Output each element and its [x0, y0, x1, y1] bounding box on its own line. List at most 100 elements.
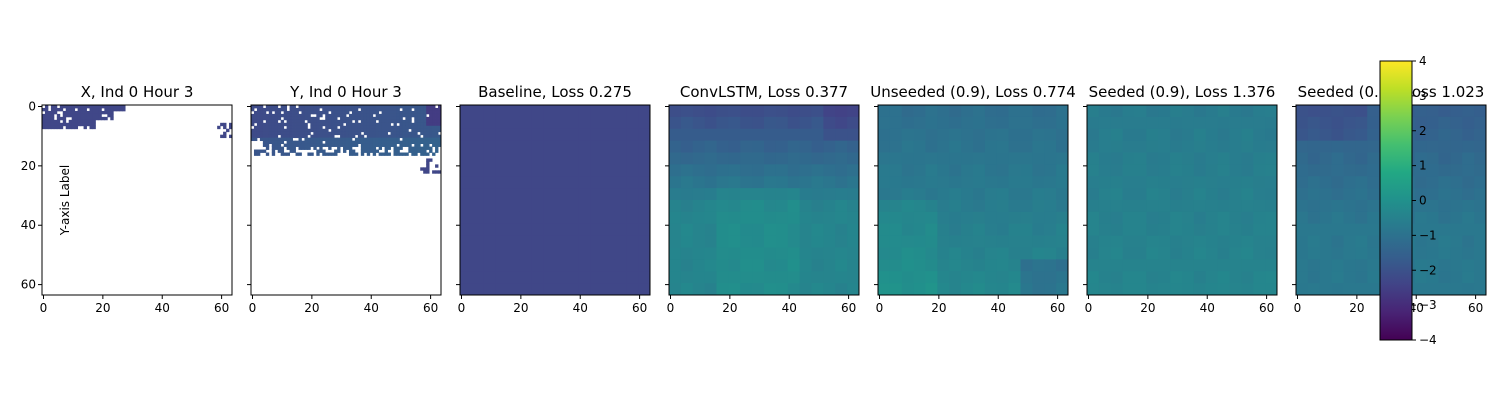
heatmap-cell [390, 110, 394, 115]
heatmap-cell [74, 105, 79, 109]
heatmap-cell [414, 134, 418, 139]
heatmap-cell [363, 131, 368, 136]
heatmap-cell [435, 110, 439, 115]
heatmap-cell [95, 105, 99, 109]
heatmap-cell [384, 105, 388, 109]
heatmap-cell [925, 188, 938, 201]
heatmap-cell [811, 235, 824, 248]
heatmap-cell [949, 152, 962, 165]
heatmap-cell [363, 119, 368, 124]
heatmap-cell [360, 137, 365, 142]
heatmap-cell [925, 200, 938, 213]
heatmap-cell [107, 113, 111, 118]
heatmap-cell [531, 152, 544, 165]
heatmap-cell [1087, 140, 1100, 153]
heatmap-cell [835, 259, 848, 272]
heatmap-cell [381, 105, 385, 109]
heatmap-cell [396, 146, 400, 150]
heatmap-cell [531, 235, 544, 248]
heatmap-cell [384, 116, 388, 121]
heatmap-cell [372, 128, 377, 133]
heatmap-cell [325, 116, 329, 121]
heatmap-cell [1032, 164, 1045, 177]
heatmap-cell [354, 131, 359, 136]
heatmap-cell [80, 110, 84, 115]
heatmap-cell [68, 105, 73, 109]
heatmap-cell [328, 116, 332, 121]
heatmap-cell [384, 149, 388, 153]
heatmap-cell [331, 105, 335, 109]
heatmap-cell [811, 188, 824, 201]
heatmap-cell [1343, 140, 1356, 153]
heatmap-cell [483, 152, 497, 165]
heatmap-cell [378, 146, 383, 150]
heatmap-cell [1426, 140, 1439, 153]
heatmap-cell [878, 188, 891, 201]
heatmap-cell [566, 105, 580, 118]
heatmap-cell [949, 235, 962, 248]
heatmap-cell [1020, 116, 1033, 130]
heatmap-cell [937, 176, 950, 189]
heatmap-cell [590, 223, 603, 237]
heatmap-cell [1205, 105, 1219, 118]
heatmap-cell [1343, 200, 1356, 213]
heatmap-cell [1044, 247, 1057, 260]
heatmap-cell [984, 152, 998, 165]
heatmap-cell [1462, 283, 1475, 296]
heatmap-cell [1146, 116, 1159, 130]
heatmap-cell [728, 176, 741, 189]
heatmap-cell [387, 107, 391, 112]
heatmap-cell [680, 223, 694, 237]
heatmap-cell [346, 116, 350, 121]
heatmap-cell [1217, 223, 1230, 237]
heatmap-cell [340, 110, 344, 115]
heatmap-cell [360, 152, 365, 156]
heatmap-cell [331, 116, 335, 121]
heatmap-cell [1217, 116, 1230, 130]
heatmap-cell [961, 128, 974, 142]
heatmap-cell [1087, 105, 1100, 118]
heatmap-cell [669, 235, 682, 248]
heatmap-cell [669, 200, 682, 213]
heatmap-cell [1020, 235, 1033, 248]
heatmap-cell [1205, 200, 1219, 213]
heatmap-cell [1217, 128, 1230, 142]
heatmap-cell [86, 110, 90, 115]
heatmap-cell [1205, 188, 1219, 201]
heatmap-cell [116, 105, 120, 109]
heatmap-cell [811, 247, 824, 260]
heatmap-cell [348, 140, 353, 144]
heatmap-cell [1253, 140, 1266, 153]
heatmap-cell [313, 122, 317, 127]
heatmap-cell [343, 125, 347, 130]
heatmap-cell [426, 143, 430, 147]
heatmap-cell [304, 105, 308, 109]
heatmap-cell [1087, 223, 1100, 237]
heatmap-cell [369, 149, 374, 153]
heatmap-cell [590, 164, 603, 177]
heatmap-cell [432, 143, 436, 147]
heatmap-cell [590, 188, 603, 201]
heatmap-cell [360, 143, 365, 147]
heatmap-cell [104, 116, 108, 121]
heatmap-cell [638, 200, 651, 213]
heatmap-cell [1170, 116, 1183, 130]
heatmap-cell [1450, 200, 1463, 213]
heatmap-cell [328, 152, 332, 156]
heatmap-cell [1426, 128, 1439, 142]
heatmap-cell [408, 140, 412, 144]
heatmap-cell [271, 134, 276, 139]
heatmap-cell [1343, 152, 1356, 165]
heatmap-cell [460, 105, 473, 118]
heatmap-cell [343, 140, 347, 144]
heatmap-cell [426, 110, 430, 115]
heatmap-cell [265, 116, 270, 121]
heatmap-cell [348, 116, 353, 121]
heatmap-cell [590, 105, 603, 118]
heatmap-cell [357, 113, 362, 118]
y-tick-label: 0 [28, 99, 36, 113]
heatmap-cell [1044, 176, 1057, 189]
heatmap-cell [925, 164, 938, 177]
heatmap-cell [973, 211, 986, 225]
